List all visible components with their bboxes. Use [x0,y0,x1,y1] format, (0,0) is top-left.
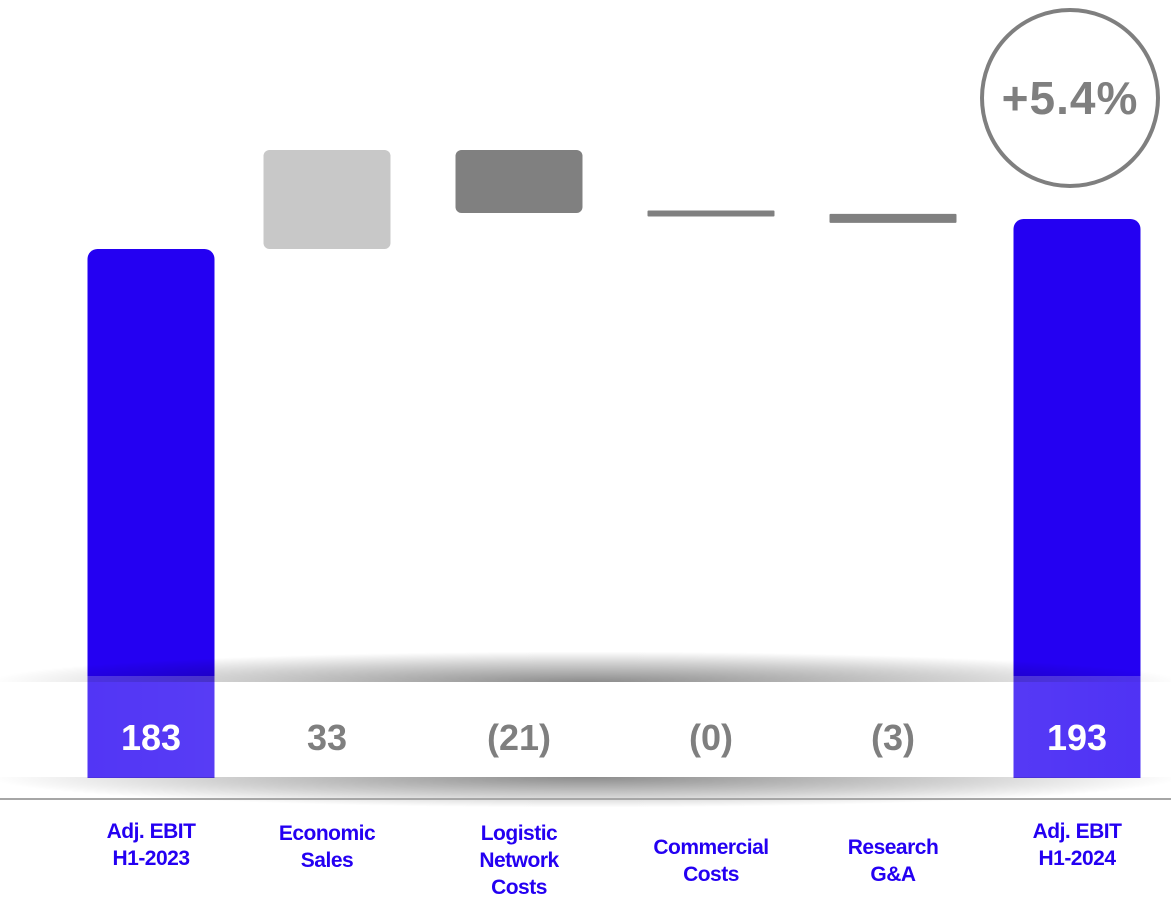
category-label-4: Commercial Costs [653,836,769,886]
value-band-bottom-shadow [0,777,1171,807]
bar-1 [87,249,215,778]
value-label-1: 183 [121,717,181,758]
bar-3 [455,150,583,213]
category-label-2: Economic Sales [278,822,376,872]
change-badge-text: +5.4% [1001,72,1139,124]
category-label-6: Adj. EBIT H1-2024 [1032,820,1122,870]
value-label-6: 193 [1047,717,1107,758]
value-label-5: (3) [871,717,915,758]
bar-5 [829,213,957,223]
x-axis-line [0,798,1171,800]
category-label-1: Adj. EBIT H1-2023 [106,820,196,870]
value-label-3: (21) [487,717,551,758]
value-label-2: 33 [307,717,347,758]
bar-6 [1013,219,1141,778]
value-band-top-shadow [0,652,1171,682]
value-label-4: (0) [689,717,733,758]
bar-4 [647,210,775,217]
category-label-3: Logistic Network Costs [479,822,559,899]
value-band [0,676,1171,778]
change-badge: +5.4% [980,8,1160,188]
bar-2 [263,150,391,249]
category-label-5: Research G&A [847,836,939,886]
